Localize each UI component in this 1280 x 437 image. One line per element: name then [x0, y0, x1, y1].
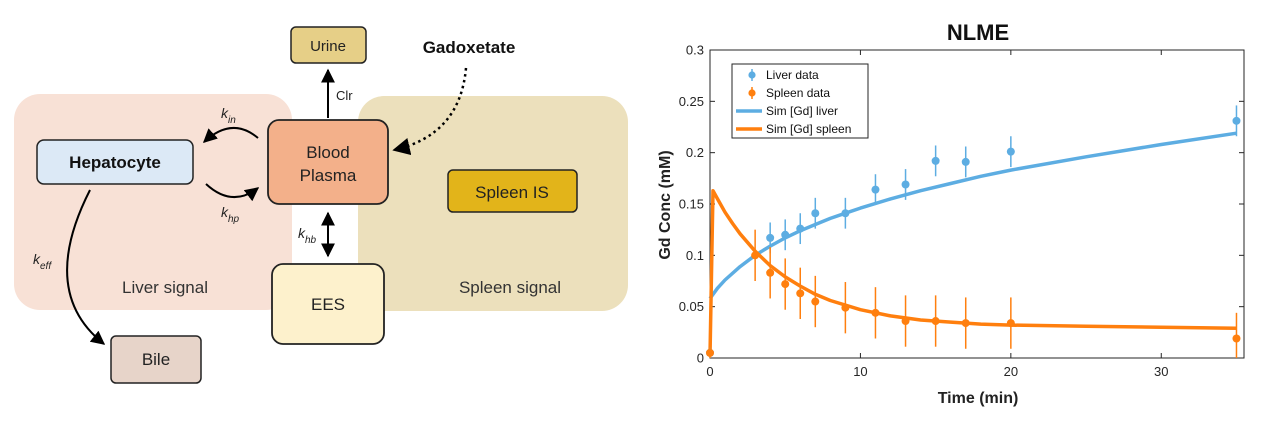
urine-label: Urine	[310, 38, 346, 55]
y-tick-label: 0.2	[686, 145, 704, 160]
spleen-data-point	[811, 297, 820, 306]
y-axis-label: Gd Conc (mM)	[657, 150, 674, 259]
y-tick-label: 0.3	[686, 43, 704, 58]
sim-gd-liver-line	[708, 131, 1237, 300]
liver-data-point	[961, 157, 970, 166]
liver-data-point	[781, 230, 790, 239]
ees-label: EES	[311, 295, 345, 314]
gadoxetate-label: Gadoxetate	[423, 38, 516, 57]
spleen-data-point	[781, 280, 790, 289]
bile-node	[110, 335, 202, 384]
spleen-signal-label: Spleen signal	[459, 278, 561, 297]
x-tick-label: 30	[1154, 364, 1168, 379]
spleen-is-node	[447, 169, 578, 213]
k-eff-arrow	[66, 189, 106, 345]
urine-node	[290, 26, 367, 64]
k-in-arrow	[202, 126, 259, 143]
k-hp-arrow	[205, 183, 260, 202]
y-tick-label: 0.15	[679, 197, 704, 212]
spleen-data-point	[901, 317, 910, 326]
liver-data-point	[841, 209, 850, 218]
plasma-label: Plasma	[300, 166, 357, 185]
spleen-data-point	[796, 289, 805, 298]
y-axis: 0 0.05 0.1 0.15 0.2 0.25 0.3	[679, 43, 1244, 366]
chart-title: NLME	[947, 20, 1009, 45]
k-in-label: kin	[221, 105, 236, 126]
spleen-data-point	[841, 303, 850, 312]
k-hb-label: khb	[298, 225, 317, 246]
blood-plasma-node	[267, 119, 389, 205]
legend: Liver data Spleen data Sim [Gd] liver Si…	[731, 63, 869, 139]
liver-data-point	[811, 209, 820, 218]
spleen-data-point	[961, 319, 970, 328]
legend-liver-data-label: Liver data	[766, 68, 819, 82]
spleen-data-point	[931, 317, 940, 326]
spleen-data-point	[706, 348, 714, 357]
spleen-data-point	[751, 251, 760, 260]
spleen-is-label: Spleen IS	[475, 183, 549, 202]
y-tick-label: 0.05	[679, 299, 704, 314]
nlme-chart: NLME Gd Conc (mM) Time (min) 0 10 20 30 0 0.…	[657, 20, 1245, 407]
ees-node	[271, 263, 385, 345]
y-tick-label: 0.1	[686, 248, 704, 263]
clr-label: Clr	[336, 88, 353, 103]
k-eff-label: keff	[33, 251, 52, 272]
liver-data-point	[901, 180, 910, 189]
compartment-diagram: Liver signal Spleen signal Urine Gadoxet…	[14, 26, 628, 384]
liver-data-point	[871, 185, 880, 194]
spleen-data-point	[1006, 319, 1015, 328]
legend-sim-liver-label: Sim [Gd] liver	[766, 104, 838, 118]
liver-data-point	[1006, 147, 1015, 156]
liver-data-point	[931, 156, 940, 165]
legend-spleen-data-label: Spleen data	[766, 86, 830, 100]
legend-sim-spleen-label: Sim [Gd] spleen	[766, 122, 851, 136]
liver-data-point	[1232, 116, 1241, 125]
k-hp-label: khp	[221, 204, 240, 225]
bile-label: Bile	[142, 350, 170, 369]
hepatocyte-node	[36, 139, 194, 185]
x-tick-label: 0	[706, 364, 713, 379]
hepatocyte-label: Hepatocyte	[69, 153, 161, 172]
blood-label: Blood	[306, 143, 349, 162]
legend-liver-data-marker	[748, 71, 756, 79]
legend-spleen-data-marker	[748, 89, 756, 97]
x-tick-label: 20	[1004, 364, 1018, 379]
x-axis-label: Time (min)	[938, 390, 1019, 407]
y-tick-label: 0.25	[679, 94, 704, 109]
x-tick-label: 10	[853, 364, 867, 379]
data-points	[706, 105, 1241, 358]
gadoxetate-arrow	[392, 67, 468, 156]
spleen-data-point	[871, 308, 880, 317]
liver-signal-label: Liver signal	[122, 278, 208, 297]
x-axis: 0 10 20 30	[706, 50, 1169, 379]
liver-data-point	[766, 233, 775, 242]
spleen-data-point	[766, 268, 775, 277]
liver-data-point	[796, 224, 805, 233]
y-tick-label: 0	[697, 351, 704, 366]
spleen-data-point	[1232, 334, 1241, 343]
